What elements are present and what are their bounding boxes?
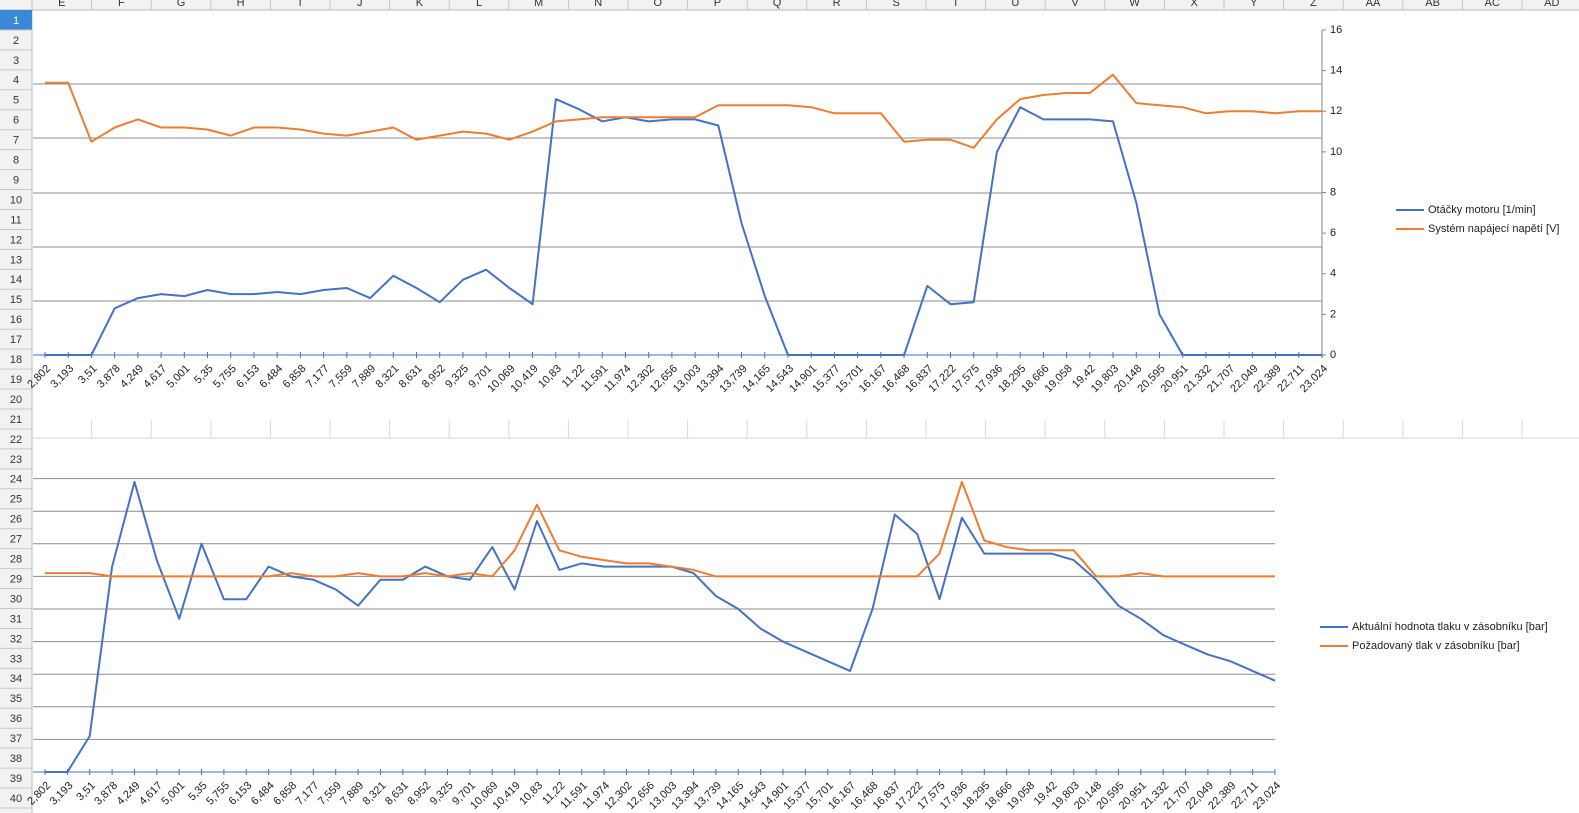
column-header: W xyxy=(1129,0,1140,9)
column-header: J xyxy=(357,0,363,9)
column-header: E xyxy=(58,0,65,9)
row-header: 12 xyxy=(10,234,22,246)
row-header: 18 xyxy=(10,354,22,366)
y-tick-label: 2 xyxy=(1330,308,1336,320)
legend-label: Systém napájecí napětí [V] xyxy=(1428,223,1559,235)
row-header: 19 xyxy=(10,374,22,386)
row-header: 10 xyxy=(10,194,22,206)
column-header: X xyxy=(1191,0,1199,9)
column-header: N xyxy=(594,0,602,9)
row-header: 13 xyxy=(10,254,22,266)
column-header: H xyxy=(237,0,245,9)
row-header: 36 xyxy=(10,713,22,725)
column-header: F xyxy=(118,0,125,9)
column-header: V xyxy=(1071,0,1079,9)
selected-row-header xyxy=(0,10,32,30)
row-header: 2 xyxy=(13,35,19,47)
y-tick-label: 16 xyxy=(1330,24,1342,36)
legend-label: Aktuální hodnota tlaku v zásobníku [bar] xyxy=(1352,621,1548,633)
row-header: 3 xyxy=(13,55,19,67)
row-header: 6 xyxy=(13,115,19,127)
chart-lines xyxy=(33,83,1322,302)
y-tick-label: 8 xyxy=(1330,186,1336,198)
row-header: 16 xyxy=(10,314,22,326)
row-header: 28 xyxy=(10,554,22,566)
y-tick-label: 4 xyxy=(1330,268,1336,280)
row-header: 38 xyxy=(10,753,22,765)
row-header: 8 xyxy=(13,155,19,167)
y-tick-label: 0 xyxy=(1330,349,1336,361)
column-header: M xyxy=(534,0,543,9)
row-header: 15 xyxy=(10,294,22,306)
row-header: 32 xyxy=(10,633,22,645)
y-tick-label: 6 xyxy=(1330,227,1336,239)
column-header-bar xyxy=(0,0,1579,10)
row-header: 4 xyxy=(13,75,19,87)
column-header: O xyxy=(654,0,663,9)
series-line xyxy=(45,480,1276,773)
column-header: U xyxy=(1011,0,1019,9)
row-header: 35 xyxy=(10,693,22,705)
row-header: 31 xyxy=(10,613,22,625)
row-header: 40 xyxy=(10,793,22,805)
row-header: 9 xyxy=(13,174,19,186)
row-header: 23 xyxy=(10,454,22,466)
row-header: 11 xyxy=(10,214,21,226)
row-header-bar xyxy=(0,0,32,813)
row-header: 37 xyxy=(10,733,22,745)
row-header: 7 xyxy=(13,135,19,147)
series-line xyxy=(45,98,1322,356)
column-header: AB xyxy=(1425,0,1440,9)
column-header: S xyxy=(893,0,900,9)
column-header: AC xyxy=(1485,0,1500,9)
column-header: AD xyxy=(1544,0,1559,9)
row-header: 24 xyxy=(10,474,22,486)
row-header: 29 xyxy=(10,573,22,585)
series-line xyxy=(45,480,1275,578)
series-line xyxy=(45,73,1322,149)
row-header: 22 xyxy=(10,434,22,446)
column-header: T xyxy=(952,0,959,9)
row-header: 26 xyxy=(10,514,22,526)
y-tick-label: 10 xyxy=(1330,146,1342,158)
row-header: 34 xyxy=(10,673,22,685)
column-header: G xyxy=(177,0,186,9)
column-header: Q xyxy=(773,0,782,9)
y-tick-label: 14 xyxy=(1330,65,1342,77)
column-header: AA xyxy=(1366,0,1381,9)
row-header: 27 xyxy=(10,534,22,546)
y-tick-label: 12 xyxy=(1330,105,1342,117)
legend-label: Požadovaný tlak v zásobníku [bar] xyxy=(1352,640,1520,652)
column-header: K xyxy=(416,0,424,9)
row-header: 33 xyxy=(10,653,22,665)
column-header: I xyxy=(299,0,302,9)
row-header: 39 xyxy=(10,773,22,785)
row-header: 1 xyxy=(13,15,19,27)
column-header: Z xyxy=(1310,0,1317,9)
row-header: 17 xyxy=(10,334,22,346)
column-header: R xyxy=(833,0,841,9)
legend-label: Otáčky motoru [1/min] xyxy=(1428,204,1536,216)
chart-area xyxy=(33,18,1579,418)
column-header: P xyxy=(714,0,721,9)
row-header: 14 xyxy=(10,274,22,286)
row-header: 30 xyxy=(10,593,22,605)
row-header: 21 xyxy=(10,414,22,426)
row-header: 5 xyxy=(13,95,19,107)
row-header: 20 xyxy=(10,394,22,406)
row-header: 25 xyxy=(10,494,22,506)
column-header: L xyxy=(476,0,482,9)
column-header: Y xyxy=(1250,0,1258,9)
